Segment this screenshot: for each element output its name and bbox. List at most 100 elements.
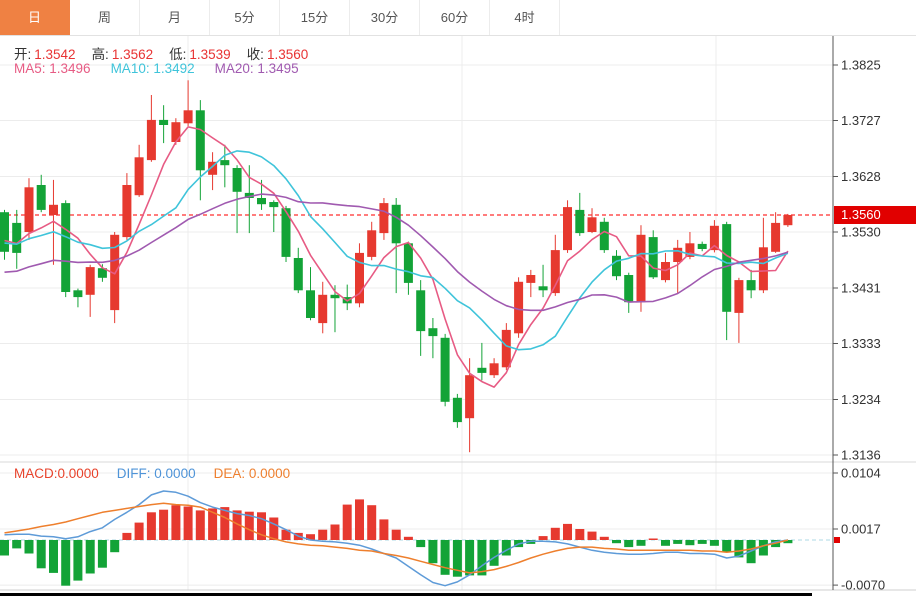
candle [24,187,34,232]
candle [257,198,266,205]
macd-bar [673,540,683,544]
candle [49,204,58,215]
candle [367,230,377,257]
macd-bar [624,540,634,548]
macd-bar [599,536,609,540]
macd-bar [391,529,401,540]
candle [134,157,144,196]
macd-bar [636,540,646,546]
candle [612,255,621,277]
candle [318,294,328,324]
macd-bar [330,524,340,540]
macd-axis-label: -0.0070 [841,578,885,593]
candle [685,243,695,257]
macd-bar [244,511,254,540]
macd-bar [318,529,328,540]
candle [220,160,230,166]
macd-bar [122,532,132,540]
macd-bar [709,540,719,546]
macd-bar [452,540,462,577]
ma10-line [4,150,789,351]
macd-bar [61,540,71,586]
candle [746,280,756,291]
bottom-black-bar [0,593,812,596]
candle [575,209,585,234]
macd-axis-label: 0.0017 [841,522,881,537]
tab-30min[interactable]: 30分 [350,0,420,35]
candle [269,202,279,208]
macd-bar [440,540,450,575]
macd-bar [110,540,120,553]
macd-bar [12,540,22,549]
macd-value-legend: MACD:0.0000 [14,466,99,481]
candle [281,208,291,257]
candle [722,224,732,312]
candle [673,247,683,262]
candle [244,192,254,198]
price-axis-label: 1.3727 [841,113,881,128]
macd-bar [232,510,242,540]
dea-line [4,502,789,574]
macd-bar [612,540,621,544]
macd-bar [685,540,695,546]
tab-week[interactable]: 周 [70,0,140,35]
candle [330,294,340,299]
macd-bar [269,517,279,540]
price-axis-label: 1.3333 [841,336,881,351]
candle [85,267,95,295]
close-quote: 收: 1.3560 [246,47,309,62]
macd-bar [85,540,95,574]
low-quote: 低: 1.3539 [169,47,231,62]
ma20-legend: MA20: 1.3495 [214,61,299,76]
macd-bar [281,529,291,540]
candle [208,161,218,175]
timeframe-toolbar: 日 周 月 5分 15分 30分 60分 4时 [0,0,916,36]
tab-day[interactable]: 日 [0,0,70,35]
macd-bar [501,540,511,556]
candle [12,222,22,253]
macd-bar [0,540,9,556]
candle [428,328,438,337]
macd-bar [342,504,352,540]
tab-15min[interactable]: 15分 [280,0,350,35]
candle [783,215,793,226]
candle [73,290,83,298]
tab-60min[interactable]: 60分 [420,0,490,35]
macd-bar [306,534,315,540]
ma-legend-row: MA5: 1.3496 MA10: 1.3492 MA20: 1.3495 [14,61,299,76]
tab-month[interactable]: 月 [140,0,210,35]
macd-bar [477,540,487,576]
macd-bar [171,505,181,540]
macd-bar [146,512,156,540]
price-axis: 1.3825 1.3727 1.3628 1.3530 1.3431 1.3333 1.32… [833,58,881,463]
candles-layer [0,80,793,453]
candle [465,375,475,419]
macd-legend-row: MACD:0.0000 DIFF: 0.0000 DEA: 0.0000 [14,466,290,481]
candle [624,275,634,303]
price-axis-label: 1.3628 [841,169,881,184]
macd-bar [97,540,107,568]
candle [232,168,242,192]
macd-axis-label: 0.0104 [841,466,881,481]
candle [758,247,768,291]
candle [538,286,548,291]
macd-bar [575,529,585,540]
tab-4hour[interactable]: 4时 [490,0,560,35]
diff-value-legend: DIFF: 0.0000 [116,466,196,481]
candle [391,204,401,244]
candle [587,217,597,232]
macd-bar [183,506,193,540]
tab-5min[interactable]: 5分 [210,0,280,35]
price-axis-label: 1.3530 [841,225,881,240]
candle [648,237,658,278]
macd-bar [648,538,658,540]
macd-bar [758,540,768,556]
macd-bar [49,540,58,573]
macd-axis: 0.0104 0.0017 -0.0070 [833,466,885,593]
candle [379,203,389,234]
candle [771,222,781,252]
price-axis-label: 1.3825 [841,58,881,73]
candle [452,397,462,423]
macd-bar [550,527,560,540]
